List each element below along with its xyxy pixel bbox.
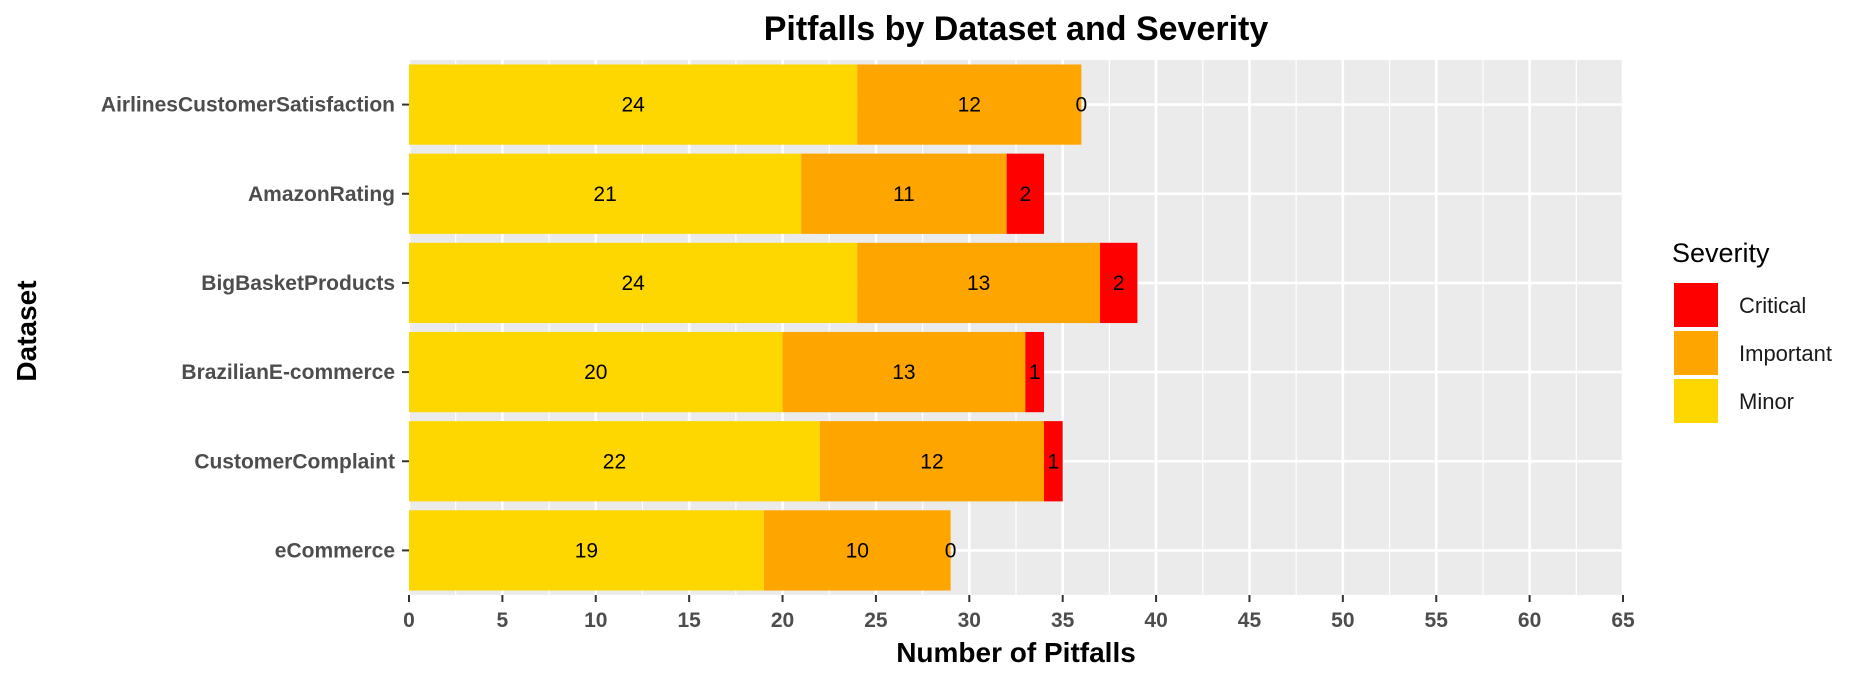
- bar-label-important-braziliane-commerce: 13: [892, 361, 915, 384]
- x-tick-label: 50: [1331, 609, 1354, 632]
- bar-label-important-ecommerce: 10: [846, 539, 869, 562]
- bar-label-important-amazonrating: 11: [893, 183, 915, 206]
- x-tick-label: 15: [677, 609, 701, 632]
- chart-title: Pitfalls by Dataset and Severity: [764, 10, 1269, 48]
- bar-minor-ecommerce: [409, 510, 764, 591]
- bar-important-ecommerce: [763, 510, 951, 591]
- legend-title: Severity: [1672, 238, 1770, 268]
- y-tick-label: BigBasketProducts: [201, 272, 395, 295]
- x-tick-label: 60: [1518, 609, 1541, 632]
- bar-important-airlinescustomersatisfaction: [857, 64, 1082, 145]
- bar-label-minor-braziliane-commerce: 20: [584, 361, 607, 384]
- x-tick-label: 40: [1144, 609, 1167, 632]
- plot-panel: [407, 60, 1625, 595]
- bar-critical-customercomplaint: [1044, 421, 1063, 502]
- bar-label-important-bigbasketproducts: 13: [967, 272, 990, 295]
- legend-key-minor: [1672, 377, 1720, 425]
- y-axis: AirlinesCustomerSatisfaction AmazonRating…: [101, 94, 409, 562]
- x-tick-label: 30: [958, 609, 981, 632]
- bar-important-bigbasketproducts: [857, 242, 1101, 324]
- bar-label-minor-ecommerce: 19: [575, 539, 598, 562]
- bar-label-critical-braziliane-commerce: 1: [1029, 361, 1041, 384]
- x-axis: 0 5 10 15 20 25 30 35 40 45 50 55 60 65: [403, 595, 1635, 632]
- bar-minor-customercomplaint: [409, 421, 820, 502]
- bar-important-braziliane-commerce: [782, 331, 1026, 413]
- x-tick-label: 65: [1611, 609, 1635, 632]
- bar-label-minor-customercomplaint: 22: [603, 450, 626, 473]
- x-tick-label: 0: [403, 609, 415, 632]
- x-tick-label: 5: [497, 609, 509, 632]
- bar-important-amazonrating: [801, 153, 1007, 234]
- x-axis-title: Number of Pitfalls: [896, 637, 1136, 668]
- bar-label-critical-ecommerce: 0: [945, 539, 957, 562]
- x-tick-label: 35: [1051, 609, 1075, 632]
- bar-label-critical-amazonrating: 2: [1019, 183, 1031, 206]
- y-tick-label: AirlinesCustomerSatisfaction: [101, 94, 395, 117]
- bar-label-minor-airlinescustomersatisfaction: 24: [621, 94, 645, 117]
- bar-critical-braziliane-commerce: [1025, 331, 1045, 413]
- y-tick-label: BrazilianE-commerce: [181, 361, 395, 384]
- bar-critical-amazonrating: [1006, 153, 1045, 234]
- bar-minor-airlinescustomersatisfaction: [409, 64, 858, 145]
- legend-label-important: Important: [1739, 341, 1832, 366]
- bar-label-important-airlinescustomersatisfaction: 12: [958, 94, 981, 117]
- bar-label-minor-amazonrating: 21: [593, 183, 616, 206]
- bar-labels: 24 12 021 11 224 13 220 13 122 12 119 10 0: [575, 94, 1125, 563]
- x-tick-label: 20: [771, 609, 794, 632]
- bar-label-critical-bigbasketproducts: 2: [1113, 272, 1125, 295]
- bar-label-minor-bigbasketproducts: 24: [621, 272, 645, 295]
- y-tick-label: AmazonRating: [248, 183, 395, 206]
- x-tick-label: 45: [1238, 609, 1262, 632]
- y-tick-label: eCommerce: [275, 539, 395, 562]
- bar-label-important-customercomplaint: 12: [920, 450, 943, 473]
- y-axis-title: Dataset: [11, 280, 42, 381]
- legend: Severity Critical Important Minor: [1672, 238, 1832, 425]
- bar-minor-bigbasketproducts: [409, 242, 858, 324]
- bar-minor-braziliane-commerce: [409, 331, 783, 413]
- legend-label-minor: Minor: [1739, 389, 1794, 414]
- y-tick-label: CustomerComplaint: [194, 450, 395, 473]
- bars: [409, 64, 1138, 591]
- bar-label-critical-customercomplaint: 1: [1048, 450, 1060, 473]
- x-tick-label: 55: [1425, 609, 1449, 632]
- x-tick-label: 25: [864, 609, 888, 632]
- legend-key-critical: [1672, 281, 1720, 329]
- x-tick-label: 10: [584, 609, 607, 632]
- bar-important-customercomplaint: [819, 421, 1045, 502]
- bar-label-critical-airlinescustomersatisfaction: 0: [1076, 94, 1088, 117]
- bar-critical-bigbasketproducts: [1100, 242, 1138, 324]
- legend-label-critical: Critical: [1739, 293, 1806, 318]
- bar-minor-amazonrating: [409, 153, 802, 234]
- legend-key-important: [1672, 329, 1720, 377]
